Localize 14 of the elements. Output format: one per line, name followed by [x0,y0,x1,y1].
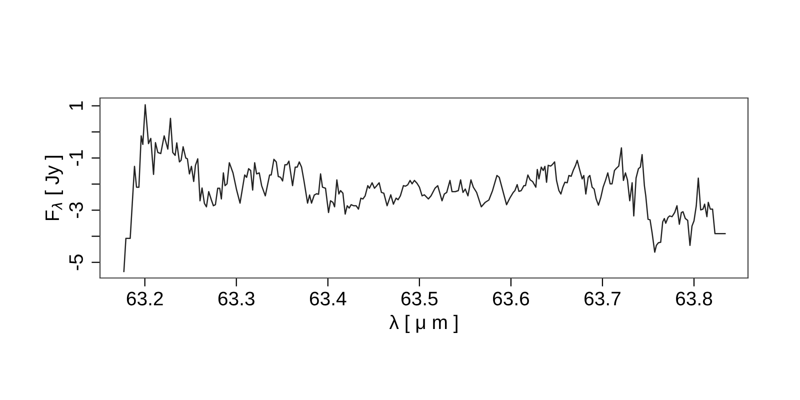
x-tick-label: 63.2 [126,292,163,306]
x-tick-label: 63.4 [310,292,346,306]
y-tick-label: -5 [69,254,83,270]
y-tick-label: 1 [69,101,83,110]
x-tick-label: 63.5 [401,292,438,306]
x-tick-label: 63.6 [493,292,530,306]
line-series [123,104,726,272]
x-tick-label: 63.3 [218,292,254,306]
y-axis-title: F$_{λ}$ [ Jy ] [44,156,63,220]
y-tick-label: -3 [69,202,83,218]
x-tick-label: 63.8 [676,292,712,306]
x-axis-title: λ [ μ m ] [389,314,458,333]
y-tick-label: -1 [69,150,83,166]
x-tick-label: 63.7 [584,292,620,306]
